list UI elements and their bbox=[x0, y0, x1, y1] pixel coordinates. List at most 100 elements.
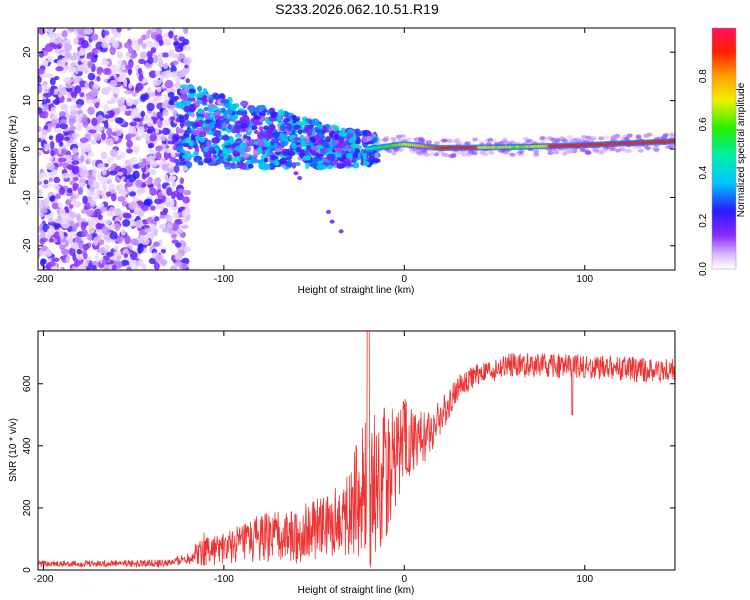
heatmap-cell bbox=[148, 142, 155, 148]
heatmap-cell bbox=[126, 139, 133, 149]
heatmap-cell bbox=[86, 210, 95, 217]
heatmap-cell bbox=[154, 95, 163, 101]
heatmap-cell bbox=[38, 86, 43, 94]
heatmap-cell bbox=[134, 219, 144, 229]
heatmap-cell bbox=[207, 103, 216, 108]
heatmap-cell bbox=[181, 218, 189, 223]
heatmap-cell bbox=[111, 87, 120, 96]
heatmap-cell bbox=[89, 200, 97, 208]
heatmap-cell bbox=[101, 258, 107, 266]
heatmap-cell bbox=[153, 262, 160, 270]
y-tick-label-top: 20 bbox=[22, 46, 33, 58]
heatmap-cell bbox=[54, 266, 63, 270]
heatmap-cell bbox=[235, 155, 241, 163]
heatmap-cell bbox=[184, 100, 192, 106]
heatmap-cell bbox=[103, 30, 110, 36]
heatmap-cell bbox=[124, 90, 133, 95]
heatmap-cell bbox=[44, 73, 53, 78]
heatmap-cell bbox=[85, 158, 90, 165]
heatmap-cell bbox=[95, 222, 104, 230]
heatmap-cell bbox=[570, 138, 577, 143]
heatmap-cell bbox=[192, 144, 199, 149]
heatmap-cell bbox=[188, 104, 196, 110]
heatmap-cell bbox=[115, 155, 123, 160]
heatmap-cell bbox=[41, 184, 49, 189]
heatmap-cell bbox=[263, 157, 269, 163]
heatmap-cell bbox=[212, 92, 219, 100]
heatmap-cell bbox=[321, 141, 329, 148]
heatmap-cell bbox=[145, 133, 150, 142]
heatmap-cell bbox=[245, 131, 252, 136]
heatmap-cell bbox=[326, 209, 332, 214]
heatmap-cell bbox=[135, 136, 140, 141]
heatmap-cell bbox=[203, 106, 210, 112]
heatmap-cell bbox=[90, 139, 97, 145]
heatmap-cell bbox=[121, 64, 127, 71]
heatmap-cell bbox=[635, 134, 642, 139]
heatmap-cell bbox=[242, 134, 248, 139]
heatmap-cell bbox=[177, 188, 185, 193]
heatmap-cell bbox=[67, 28, 76, 32]
snr-series-line bbox=[38, 331, 675, 569]
heatmap-cell bbox=[598, 136, 605, 141]
heatmap-cell bbox=[79, 137, 88, 144]
heatmap-cell bbox=[446, 138, 453, 143]
heatmap-cell bbox=[109, 148, 118, 157]
heatmap-cell bbox=[105, 218, 111, 226]
heatmap-cell bbox=[43, 143, 51, 149]
heatmap-cell bbox=[498, 141, 505, 146]
heatmap-cell bbox=[159, 135, 167, 142]
heatmap-cell bbox=[219, 157, 224, 163]
heatmap-cell bbox=[71, 160, 80, 165]
heatmap-cell bbox=[61, 57, 70, 63]
heatmap-cell bbox=[142, 78, 147, 83]
heatmap-cell bbox=[224, 150, 233, 155]
heatmap-cell bbox=[253, 130, 259, 135]
heatmap-cell bbox=[73, 260, 79, 268]
heatmap-cell bbox=[128, 46, 134, 54]
heatmap-cell bbox=[220, 107, 226, 113]
heatmap-cell bbox=[70, 91, 78, 98]
heatmap-cell bbox=[178, 36, 186, 42]
heatmap-cell bbox=[305, 161, 310, 170]
heatmap-cell bbox=[100, 151, 108, 160]
heatmap-cell bbox=[244, 117, 251, 123]
heatmap-cell bbox=[94, 253, 100, 262]
heatmap-cell bbox=[283, 117, 291, 123]
heatmap-cell bbox=[120, 228, 126, 236]
heatmap-cell bbox=[461, 152, 468, 157]
heatmap-cell bbox=[155, 127, 160, 135]
heatmap-cell bbox=[325, 136, 331, 143]
heatmap-cell bbox=[157, 119, 163, 129]
heatmap-cell bbox=[311, 118, 320, 126]
heatmap-cell bbox=[175, 126, 180, 135]
heatmap-cell bbox=[57, 202, 63, 208]
heatmap-cell bbox=[156, 111, 164, 118]
heatmap-cell bbox=[141, 173, 147, 180]
heatmap-cell bbox=[38, 75, 42, 84]
heatmap-cell bbox=[106, 127, 113, 137]
heatmap-cell bbox=[374, 152, 380, 159]
heatmap-cell bbox=[160, 248, 166, 254]
heatmap-cell bbox=[92, 168, 97, 177]
heatmap-cell bbox=[84, 28, 93, 35]
heatmap-cell bbox=[263, 132, 272, 139]
heatmap-cell bbox=[61, 29, 68, 38]
heatmap-cell bbox=[464, 141, 471, 146]
heatmap-cell bbox=[258, 140, 264, 148]
heatmap-cell bbox=[87, 72, 96, 81]
heatmap-cell bbox=[59, 207, 66, 217]
heatmap-cell bbox=[171, 109, 178, 116]
heatmap-cell bbox=[304, 135, 311, 140]
heatmap-cell bbox=[293, 137, 301, 141]
heatmap-cell bbox=[163, 174, 169, 181]
heatmap-cell bbox=[329, 159, 339, 165]
heatmap-cell bbox=[113, 245, 119, 251]
heatmap-cell bbox=[139, 51, 148, 59]
heatmap-cell bbox=[626, 148, 633, 153]
heatmap-cell bbox=[141, 34, 148, 41]
heatmap-cell bbox=[110, 28, 119, 33]
heatmap-cell bbox=[40, 231, 46, 239]
heatmap-cell bbox=[48, 238, 54, 243]
